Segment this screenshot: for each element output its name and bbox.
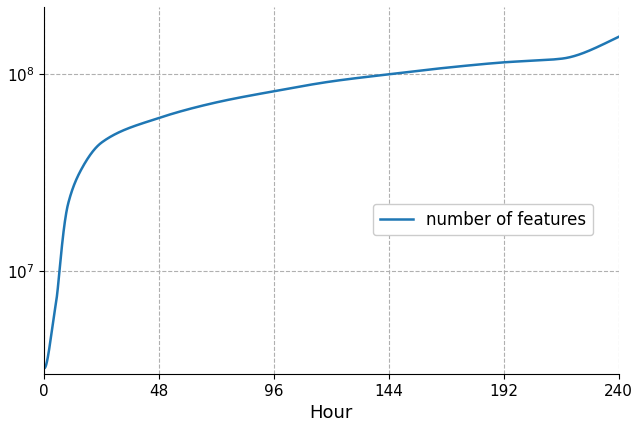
number of features	[604, 40, 611, 45]
number of features	[40, 366, 48, 371]
Legend: number of features: number of features	[373, 204, 593, 236]
Line: number of features: number of features	[44, 37, 619, 368]
X-axis label: Hour: Hour	[310, 404, 353, 422]
number of features	[106, 135, 113, 140]
number of features	[541, 57, 549, 63]
number of features	[615, 34, 623, 39]
number of features	[285, 86, 293, 91]
number of features	[260, 91, 268, 96]
number of features	[140, 120, 148, 125]
